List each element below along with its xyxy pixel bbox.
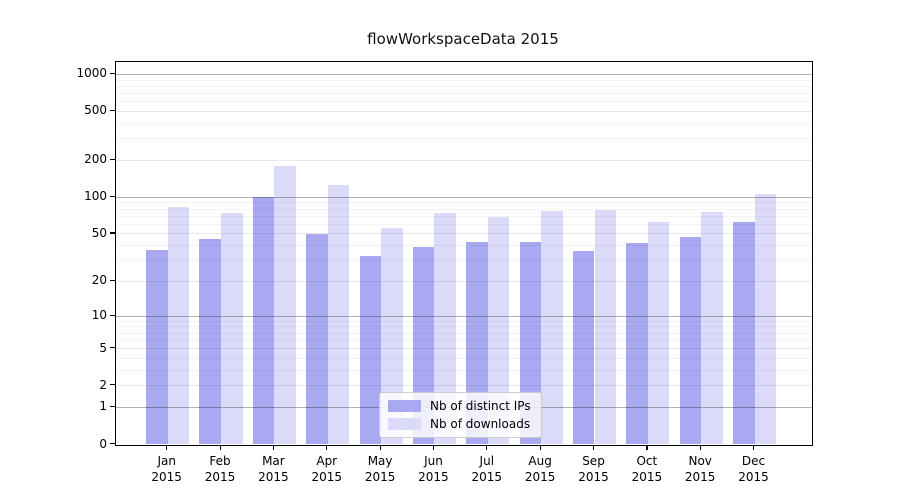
bar-downloads-jan-2015 [167, 206, 190, 445]
x-tick-label-oct: Oct 2015 [631, 453, 663, 485]
bar-downloads-oct-2015 [647, 221, 670, 445]
bar-distinct_ips-nov-2015 [679, 237, 702, 445]
x-tick-mark [593, 444, 595, 450]
legend-label-downloads: Nb of downloads [430, 416, 531, 431]
bar-downloads-dec-2015 [754, 193, 777, 445]
bar-distinct_ips-oct-2015 [626, 243, 648, 445]
bar-distinct_ips-may-2015 [359, 255, 382, 445]
x-tick-mark [539, 444, 541, 450]
y-tick-label-50: 50 [91, 225, 107, 240]
legend: Nb of distinct IPs Nb of downloads [379, 391, 542, 438]
x-tick-label-dec: Dec 2015 [738, 453, 769, 485]
y-tick-mark [110, 384, 115, 386]
x-tick-label-apr: Apr 2015 [311, 453, 343, 485]
y-tick-label-0: 0 [99, 436, 107, 451]
y-tick-label-20: 20 [91, 273, 107, 288]
x-tick-mark [379, 444, 381, 450]
bar-downloads-jul-2015 [487, 216, 510, 445]
y-tick-mark [110, 279, 115, 282]
bar-distinct_ips-apr-2015 [306, 233, 328, 445]
bar-distinct_ips-dec-2015 [732, 221, 755, 445]
x-tick-label-sep: Sep 2015 [578, 453, 609, 485]
bar-downloads-mar-2015 [274, 166, 296, 445]
y-tick-label-5: 5 [99, 340, 107, 355]
y-tick-label-1000: 1000 [76, 66, 107, 81]
y-tick-label-10: 10 [91, 308, 107, 323]
y-tick-mark [110, 72, 115, 75]
bar-downloads-may-2015 [381, 227, 403, 445]
y-tick-label-500: 500 [84, 103, 107, 118]
y-tick-label-1: 1 [99, 399, 107, 414]
x-tick-mark [646, 444, 648, 450]
x-tick-label-jan: Jan 2015 [151, 453, 182, 485]
y-tick-mark [110, 109, 115, 112]
y-tick-mark [110, 158, 115, 161]
bar-downloads-apr-2015 [327, 184, 350, 445]
x-tick-label-jun: Jun 2015 [418, 453, 449, 485]
bar-distinct_ips-feb-2015 [199, 239, 222, 445]
x-tick-mark [753, 444, 755, 450]
downloads-swatch-icon [388, 417, 421, 430]
bar-downloads-feb-2015 [221, 212, 243, 445]
x-tick-mark [326, 444, 328, 450]
legend-item-downloads: Nb of downloads [388, 417, 531, 431]
x-tick-mark [219, 444, 221, 450]
bar-distinct_ips-jan-2015 [146, 249, 168, 445]
bars-layer [116, 62, 812, 445]
y-tick-label-200: 200 [84, 152, 107, 167]
y-tick-label-100: 100 [84, 189, 107, 204]
y-tick-mark [110, 405, 115, 408]
y-tick-mark [110, 347, 115, 349]
x-tick-mark [166, 444, 168, 450]
y-tick-mark [110, 195, 115, 197]
legend-label-distinct-ips: Nb of distinct IPs [430, 398, 531, 413]
bar-distinct_ips-mar-2015 [252, 197, 275, 445]
plot-area: Nb of distinct IPs Nb of downloads [115, 60, 813, 446]
bar-downloads-nov-2015 [701, 211, 723, 445]
bar-downloads-jun-2015 [434, 213, 457, 445]
legend-item-distinct-ips: Nb of distinct IPs [388, 399, 531, 413]
x-tick-mark [432, 444, 435, 450]
bar-downloads-sep-2015 [594, 209, 617, 445]
x-tick-mark [699, 444, 701, 450]
distinct-ips-swatch-icon [388, 399, 421, 412]
y-tick-mark [110, 232, 115, 234]
x-tick-label-feb: Feb 2015 [204, 453, 236, 485]
bar-distinct_ips-sep-2015 [572, 251, 595, 445]
bar-downloads-aug-2015 [541, 211, 563, 445]
x-tick-mark [272, 444, 275, 450]
y-tick-mark [110, 443, 115, 445]
chart-title: flowWorkspaceData 2015 [367, 30, 559, 48]
x-tick-label-may: May 2015 [364, 453, 396, 485]
y-tick-mark [110, 314, 115, 316]
x-tick-label-aug: Aug 2015 [524, 453, 556, 485]
x-tick-label-nov: Nov 2015 [684, 453, 716, 485]
x-tick-label-jul: Jul 2015 [471, 453, 503, 485]
x-tick-label-mar: Mar 2015 [258, 453, 289, 485]
y-tick-label-2: 2 [99, 377, 107, 392]
x-tick-mark [486, 444, 488, 450]
